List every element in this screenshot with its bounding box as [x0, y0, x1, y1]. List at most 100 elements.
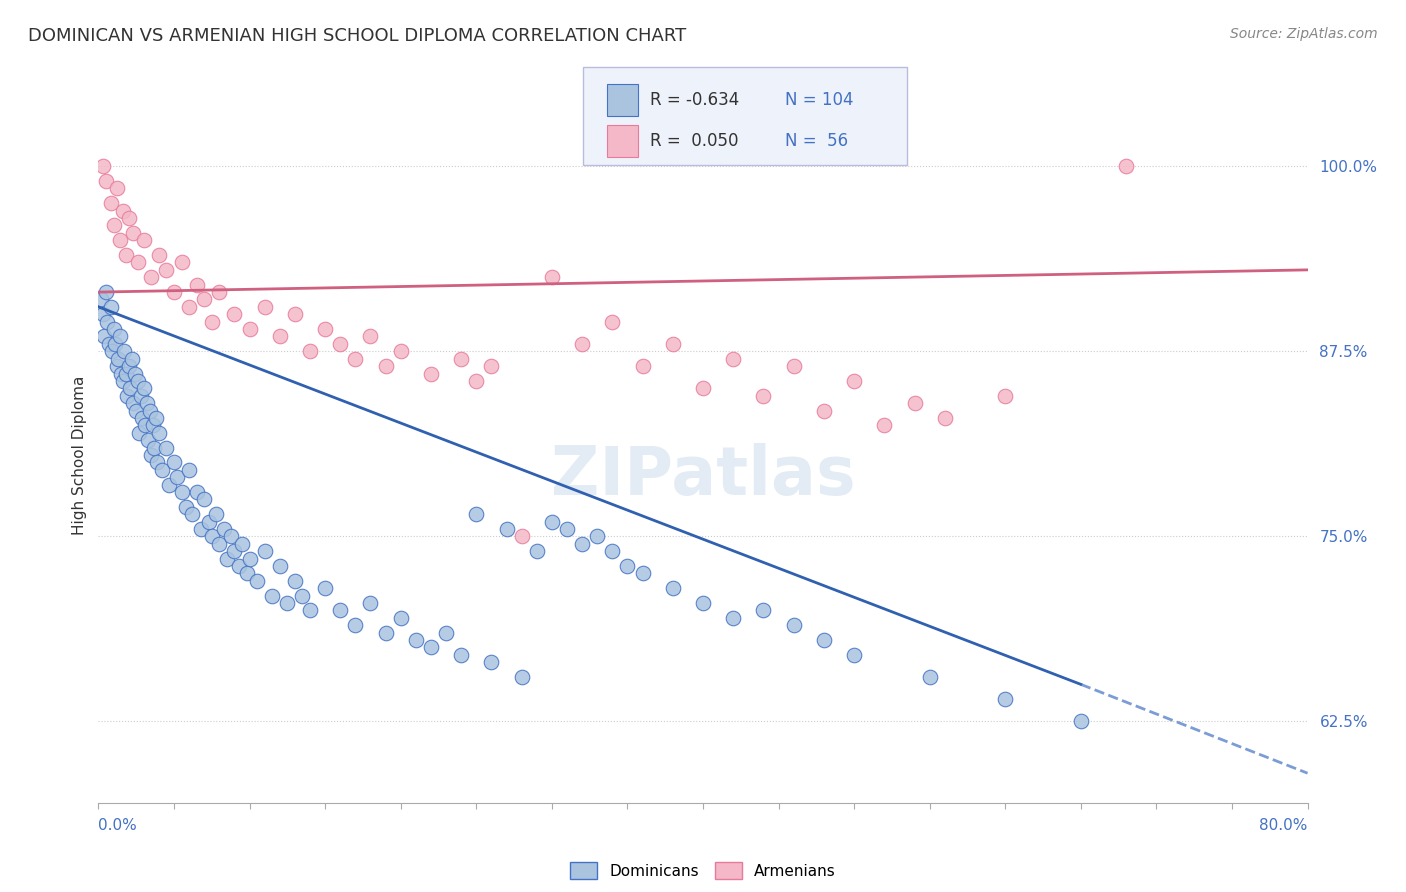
- Point: [631, 566, 654, 581]
- Point: [873, 418, 896, 433]
- Point: [314, 322, 336, 336]
- Point: [127, 374, 149, 388]
- Point: [193, 492, 215, 507]
- Point: [201, 529, 224, 543]
- Point: [329, 337, 352, 351]
- Point: [481, 359, 503, 373]
- Point: [692, 381, 714, 395]
- Point: [127, 255, 149, 269]
- Point: [904, 396, 927, 410]
- Point: [104, 337, 127, 351]
- Point: [228, 558, 250, 573]
- Point: [208, 285, 231, 299]
- Point: [145, 411, 167, 425]
- Point: [344, 351, 367, 366]
- Point: [91, 307, 114, 321]
- Point: [374, 625, 396, 640]
- Point: [221, 529, 243, 543]
- Point: [135, 396, 157, 410]
- Point: [284, 307, 307, 321]
- Point: [129, 389, 152, 403]
- Point: [108, 233, 131, 247]
- Point: [510, 529, 533, 543]
- Point: [813, 403, 835, 417]
- Point: [170, 255, 193, 269]
- Point: [118, 359, 141, 373]
- Point: [1115, 159, 1137, 173]
- Point: [124, 367, 146, 381]
- Point: [783, 618, 806, 632]
- Point: [166, 470, 188, 484]
- Point: [193, 293, 215, 307]
- Point: [918, 670, 941, 684]
- Point: [131, 411, 153, 425]
- Point: [121, 351, 143, 366]
- Point: [94, 174, 117, 188]
- Point: [616, 558, 638, 573]
- Point: [329, 603, 352, 617]
- Point: [481, 655, 503, 669]
- Point: [465, 374, 488, 388]
- Point: [434, 625, 457, 640]
- Legend: Dominicans, Armenians: Dominicans, Armenians: [564, 855, 842, 886]
- Point: [269, 558, 291, 573]
- Point: [526, 544, 548, 558]
- Point: [994, 692, 1017, 706]
- Point: [108, 329, 131, 343]
- Point: [253, 544, 276, 558]
- Point: [541, 270, 564, 285]
- Point: [389, 611, 412, 625]
- Point: [692, 596, 714, 610]
- Point: [246, 574, 269, 588]
- Point: [208, 537, 231, 551]
- Point: [510, 670, 533, 684]
- Point: [105, 359, 128, 373]
- Point: [179, 300, 201, 314]
- Text: 0.0%: 0.0%: [98, 818, 138, 832]
- Point: [276, 596, 298, 610]
- Point: [224, 307, 246, 321]
- Text: ZIPatlas: ZIPatlas: [551, 442, 855, 508]
- Point: [284, 574, 307, 588]
- Point: [450, 648, 472, 662]
- Point: [994, 389, 1017, 403]
- Point: [389, 344, 412, 359]
- Point: [662, 581, 685, 595]
- Point: [132, 233, 155, 247]
- Point: [344, 618, 367, 632]
- Point: [752, 389, 775, 403]
- Point: [115, 389, 138, 403]
- Point: [571, 337, 593, 351]
- Text: R =  0.050: R = 0.050: [650, 132, 738, 150]
- Point: [141, 448, 163, 462]
- Text: N =  56: N = 56: [786, 132, 848, 150]
- Text: R = -0.634: R = -0.634: [650, 91, 738, 109]
- Point: [170, 484, 193, 499]
- Point: [586, 529, 609, 543]
- Point: [148, 248, 170, 262]
- Point: [465, 507, 488, 521]
- Point: [262, 589, 284, 603]
- Point: [101, 344, 124, 359]
- Point: [231, 537, 253, 551]
- Point: [103, 219, 125, 233]
- Point: [96, 315, 118, 329]
- Point: [94, 285, 117, 299]
- Point: [103, 322, 125, 336]
- Point: [235, 566, 257, 581]
- Point: [163, 285, 186, 299]
- Point: [752, 603, 775, 617]
- Point: [122, 396, 145, 410]
- Point: [723, 611, 745, 625]
- Point: [118, 211, 141, 225]
- Point: [1070, 714, 1092, 729]
- Point: [148, 425, 170, 440]
- Text: N = 104: N = 104: [786, 91, 853, 109]
- Point: [155, 263, 177, 277]
- Point: [179, 463, 201, 477]
- Point: [114, 248, 136, 262]
- Point: [100, 300, 122, 314]
- Point: [360, 596, 382, 610]
- Point: [813, 632, 835, 647]
- Point: [93, 329, 115, 343]
